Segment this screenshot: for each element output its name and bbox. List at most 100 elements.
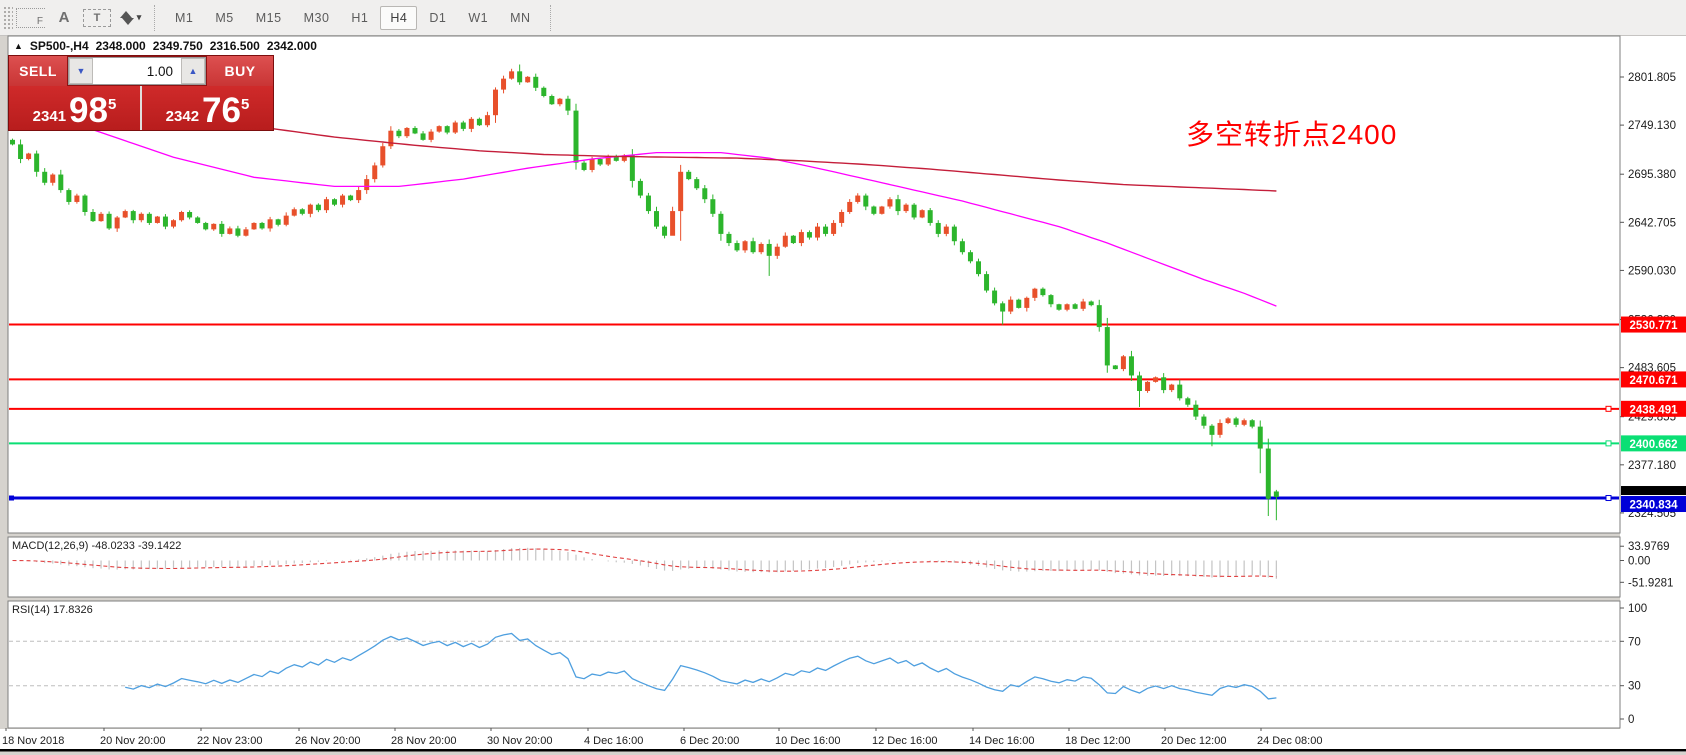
quote-line: ▲ SP500-,H4 2348.000 2349.750 2316.500 2… — [14, 39, 317, 53]
ma-fast-magenta — [12, 107, 1277, 307]
tf-button-H1[interactable]: H1 — [351, 10, 369, 25]
sell-price-tile[interactable]: 2341 98 5 — [9, 86, 140, 130]
volume-up-button[interactable]: ▲ — [181, 58, 205, 84]
macd-signal-line — [12, 548, 1277, 578]
bid-price-marker — [1621, 486, 1686, 496]
buy-price-main: 2342 — [165, 108, 200, 125]
collapse-arrow-icon[interactable]: ▲ — [14, 41, 23, 51]
window-bottom-edge — [0, 749, 1686, 752]
svg-text:2590.030: 2590.030 — [1628, 265, 1676, 277]
timeframe-bar: M1 M5 M15 M30 H1 H4 D1 W1 MN — [164, 5, 542, 30]
chart-annotation: 多空转折点2400 — [1186, 119, 1398, 150]
horizontal-level-lines — [9, 323, 1619, 500]
time-label: 18 Dec 12:00 — [1065, 735, 1130, 747]
buy-price-big: 76 — [202, 91, 241, 131]
line-handle-2400.662[interactable] — [1605, 440, 1612, 447]
rsi-line — [125, 632, 1277, 700]
sell-price-big: 98 — [69, 91, 108, 131]
toolbar-grip[interactable] — [3, 5, 13, 30]
ma-slow-crimson — [253, 125, 1277, 192]
toolbar-separator — [154, 4, 156, 31]
svg-text:30: 30 — [1628, 681, 1641, 693]
pane-borders — [7, 35, 1621, 729]
line-left-handle-2340.834[interactable] — [9, 495, 14, 501]
badge-2340.834: 2340.834 — [1630, 500, 1679, 512]
tf-button-MN[interactable]: MN — [510, 10, 531, 25]
time-label: 6 Dec 20:00 — [680, 735, 739, 747]
dropdown-caret-icon[interactable]: ▾ — [136, 12, 142, 22]
tf-button-M30[interactable]: M30 — [303, 10, 330, 25]
price-line-badges: 2530.771 2470.671 2438.491 2400.662 2340.834 — [9, 316, 1686, 513]
svg-text:0: 0 — [1628, 714, 1634, 726]
time-axis-strip[interactable] — [0, 729, 1686, 749]
time-axis: 18 Nov 2018 20 Nov 20:00 22 Nov 23:00 26 No… — [2, 728, 1322, 747]
time-label: 26 Nov 20:00 — [295, 735, 360, 747]
svg-text:70: 70 — [1628, 636, 1641, 648]
tf-button-W1[interactable]: W1 — [468, 10, 489, 25]
pane-backgrounds — [0, 36, 1686, 752]
sell-price-main: 2341 — [32, 108, 67, 125]
svg-text:2801.805: 2801.805 — [1628, 72, 1676, 84]
sell-price-sup: 5 — [107, 96, 117, 113]
svg-text:2695.380: 2695.380 — [1628, 169, 1676, 181]
moving-averages — [12, 107, 1277, 307]
macd-label: MACD(12,26,9) -48.0233 -39.1422 — [12, 540, 182, 552]
time-label: 20 Nov 20:00 — [100, 735, 165, 747]
time-label: 22 Nov 23:00 — [197, 735, 262, 747]
svg-text:2377.180: 2377.180 — [1628, 460, 1676, 472]
time-label: 30 Nov 20:00 — [487, 735, 552, 747]
badge-2530.771: 2530.771 — [1630, 320, 1679, 332]
toolbar-separator-2 — [549, 4, 552, 31]
line-handle-2340.834[interactable] — [1605, 495, 1612, 502]
badge-2438.491: 2438.491 — [1630, 404, 1679, 416]
quote-close: 2342.000 — [266, 39, 317, 53]
time-label: 10 Dec 16:00 — [775, 735, 840, 747]
badge-2400.662: 2400.662 — [1630, 439, 1678, 451]
tf-button-M15[interactable]: M15 — [255, 10, 282, 25]
toolbar: F A T ▾ M1 M5 M15 M30 H1 H4 D1 W1 MN — [0, 0, 1686, 36]
time-label: 14 Dec 16:00 — [969, 735, 1034, 747]
quick-trade-tool-icon[interactable]: ▾ — [117, 5, 143, 31]
text-box-tool-icon[interactable]: T — [83, 8, 111, 27]
buy-price-tile[interactable]: 2342 76 5 — [142, 86, 273, 130]
macd-axis: 33.9769 0.00 -51.9281 — [1620, 541, 1673, 589]
volume-down-button[interactable]: ▼ — [69, 58, 93, 84]
line-handle-2438.491[interactable] — [1605, 405, 1612, 412]
badge-2470.671: 2470.671 — [1630, 375, 1679, 387]
time-label: 20 Dec 12:00 — [1161, 735, 1226, 747]
svg-text:2642.705: 2642.705 — [1628, 217, 1676, 229]
volume-spinner: ▼ ▲ — [68, 57, 206, 85]
svg-text:2749.130: 2749.130 — [1628, 120, 1676, 132]
time-label: 4 Dec 16:00 — [584, 735, 643, 747]
text-label-tool-icon[interactable]: A — [58, 9, 70, 26]
rsi-label: RSI(14) 17.8326 — [12, 604, 93, 616]
buy-button[interactable]: BUY — [207, 56, 273, 86]
buy-price-sup: 5 — [240, 96, 250, 113]
svg-text:0.00: 0.00 — [1628, 556, 1650, 568]
one-click-trade-widget: SELL ▼ ▲ BUY 2341 98 5 2342 76 5 — [8, 55, 274, 131]
time-label: 24 Dec 08:00 — [1257, 735, 1322, 747]
sell-button[interactable]: SELL — [9, 56, 67, 86]
tf-button-D1[interactable]: D1 — [429, 10, 447, 25]
quote-open: 2348.000 — [95, 39, 146, 53]
time-label: 12 Dec 16:00 — [872, 735, 937, 747]
svg-text:-51.9281: -51.9281 — [1628, 577, 1673, 589]
tf-button-M1[interactable]: M1 — [175, 10, 194, 25]
buy-sell-arrows-icon — [119, 10, 135, 26]
f-frame-tool-icon[interactable]: F — [16, 7, 45, 28]
rsi-axis: 100 70 30 0 — [1620, 603, 1647, 726]
svg-text:33.9769: 33.9769 — [1628, 541, 1670, 553]
price-axis-strip[interactable] — [1620, 36, 1686, 752]
quote-high: 2349.750 — [152, 39, 203, 53]
symbol-timeframe: SP500-,H4 — [29, 39, 89, 53]
time-label: 18 Nov 2018 — [2, 735, 64, 747]
tf-button-M5[interactable]: M5 — [215, 10, 234, 25]
time-label: 28 Nov 20:00 — [391, 735, 456, 747]
svg-text:100: 100 — [1628, 603, 1647, 615]
quote-low: 2316.500 — [209, 39, 260, 53]
tf-button-H4[interactable]: H4 — [380, 5, 418, 30]
candlestick-series — [10, 64, 1279, 521]
volume-input[interactable] — [93, 58, 181, 84]
